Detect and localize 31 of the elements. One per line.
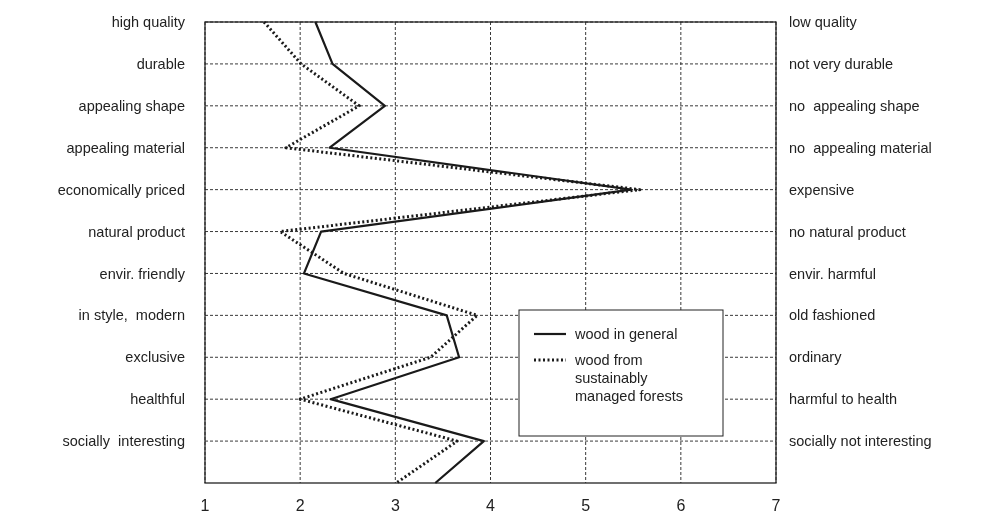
x-tick-label: 2 — [295, 496, 305, 511]
y-tick-label: envir. friendly — [99, 265, 186, 282]
y2-tick-label: expensive — [789, 181, 855, 198]
y-tick-label: natural product — [88, 223, 185, 240]
y2-tick-label: harmful to health — [789, 391, 898, 408]
y-tick-label: healthful — [130, 391, 185, 408]
legend-label: wood in general — [574, 326, 678, 343]
y2-tick-label: ordinary — [789, 349, 843, 366]
x-tick-label: 4 — [486, 496, 496, 511]
x-tick-label: 3 — [390, 496, 400, 511]
x-tick-label: 7 — [771, 496, 781, 511]
y2-tick-label: no natural product — [789, 223, 906, 240]
y2-tick-label: old fashioned — [789, 307, 876, 324]
y-tick-label: in style, modern — [78, 307, 185, 324]
x-tick-label: 5 — [581, 496, 591, 511]
x-tick-label: 1 — [200, 496, 210, 511]
y-tick-label: appealing material — [66, 139, 185, 156]
y2-tick-label: no appealing shape — [789, 97, 920, 114]
y2-tick-label: envir. harmful — [789, 265, 877, 282]
y-tick-label: economically priced — [57, 181, 185, 198]
y-tick-label: durable — [136, 55, 185, 72]
y2-tick-label: no appealing material — [789, 139, 932, 156]
x-tick-label: 6 — [676, 496, 686, 511]
y-tick-label: socially interesting — [62, 433, 185, 450]
y-tick-label: high quality — [111, 14, 186, 31]
legend-label: wood from sustainably managed forests — [574, 352, 684, 405]
y2-tick-label: socially not interesting — [789, 433, 932, 450]
y2-tick-label: not very durable — [789, 55, 893, 72]
y2-tick-label: low quality — [789, 14, 858, 31]
y-tick-label: appealing shape — [78, 97, 185, 114]
y-tick-label: exclusive — [125, 349, 185, 366]
